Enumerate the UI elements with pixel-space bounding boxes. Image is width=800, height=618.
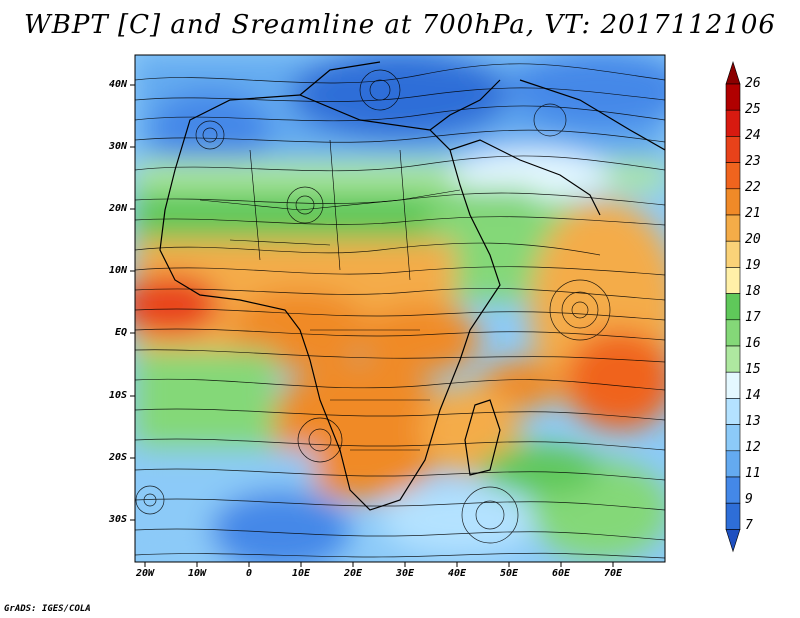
lon-label: 40E bbox=[447, 568, 467, 579]
colorbar-swatch bbox=[725, 424, 741, 452]
lat-label: 40N bbox=[108, 79, 127, 90]
colorbar-label: 24 bbox=[745, 128, 761, 143]
colorbar-label: 9 bbox=[745, 492, 753, 507]
plot-frame bbox=[134, 54, 666, 563]
colorbar-swatch bbox=[725, 502, 741, 530]
lon-label: 50E bbox=[499, 568, 519, 579]
lon-label: 30E bbox=[395, 568, 415, 579]
lat-label: EQ bbox=[114, 327, 127, 338]
colorbar-label: 11 bbox=[745, 466, 761, 481]
lon-label: 10W bbox=[187, 568, 207, 579]
colorbar-swatch bbox=[725, 83, 741, 111]
wbpt-field bbox=[135, 55, 665, 562]
lat-label: 10S bbox=[108, 390, 127, 401]
colorbar-label: 7 bbox=[745, 518, 753, 533]
colorbar-label: 20 bbox=[745, 232, 761, 247]
colorbar-label: 14 bbox=[745, 388, 761, 403]
axis-ticks bbox=[130, 84, 614, 567]
coastlines bbox=[159, 61, 665, 511]
colorbar-label: 21 bbox=[745, 206, 761, 221]
lat-label: 30S bbox=[108, 514, 127, 525]
colorbar-swatch bbox=[725, 345, 741, 373]
colorbar-swatch bbox=[725, 476, 741, 504]
map-title: WBPT [C] and Sreamline at 700hPa, VT: 20… bbox=[24, 10, 776, 40]
colorbar-label: 18 bbox=[745, 284, 761, 299]
colorbar-swatch bbox=[725, 109, 741, 137]
lon-label: 70E bbox=[603, 568, 623, 579]
colorbar-swatch bbox=[725, 293, 741, 321]
colorbar-swatch bbox=[725, 398, 741, 425]
lon-label: 60E bbox=[551, 568, 571, 579]
colorbar-label: 17 bbox=[745, 310, 761, 325]
colorbar-label: 22 bbox=[745, 180, 761, 195]
colorbar-label: 12 bbox=[745, 440, 761, 455]
colorbar-label: 16 bbox=[745, 336, 761, 351]
lat-label: 20N bbox=[108, 203, 127, 214]
colorbar-top-arrow bbox=[725, 61, 741, 85]
lon-label: 20E bbox=[343, 568, 363, 579]
colorbar-label: 13 bbox=[745, 414, 761, 429]
colorbar-swatch bbox=[725, 136, 741, 163]
colorbar-swatch bbox=[725, 267, 741, 294]
colorbar-swatch bbox=[725, 214, 741, 242]
colorbar-label: 25 bbox=[745, 102, 761, 117]
lat-label: 10N bbox=[108, 265, 127, 276]
colorbar-swatch bbox=[725, 319, 741, 347]
colorbar-swatch bbox=[725, 240, 741, 268]
colorbar-label: 23 bbox=[745, 154, 761, 169]
colorbar-swatch bbox=[725, 371, 741, 399]
colorbar-label: 15 bbox=[745, 362, 761, 377]
colorbar-label: 26 bbox=[745, 76, 761, 91]
lat-label: 20S bbox=[108, 452, 127, 463]
lat-label: 30N bbox=[108, 141, 127, 152]
colorbar-swatch bbox=[725, 450, 741, 478]
colorbar-bottom-arrow bbox=[725, 529, 741, 553]
colorbar-label: 19 bbox=[745, 258, 761, 273]
lon-label: 10E bbox=[291, 568, 311, 579]
lon-label: 0 bbox=[245, 568, 253, 579]
colorbar-swatch bbox=[725, 162, 741, 190]
credit-text: GrADS: IGES/COLA bbox=[4, 604, 91, 614]
borders bbox=[199, 139, 461, 451]
colorbar-swatch bbox=[725, 188, 741, 216]
colorbar bbox=[725, 61, 741, 553]
lon-label: 20W bbox=[135, 568, 155, 579]
